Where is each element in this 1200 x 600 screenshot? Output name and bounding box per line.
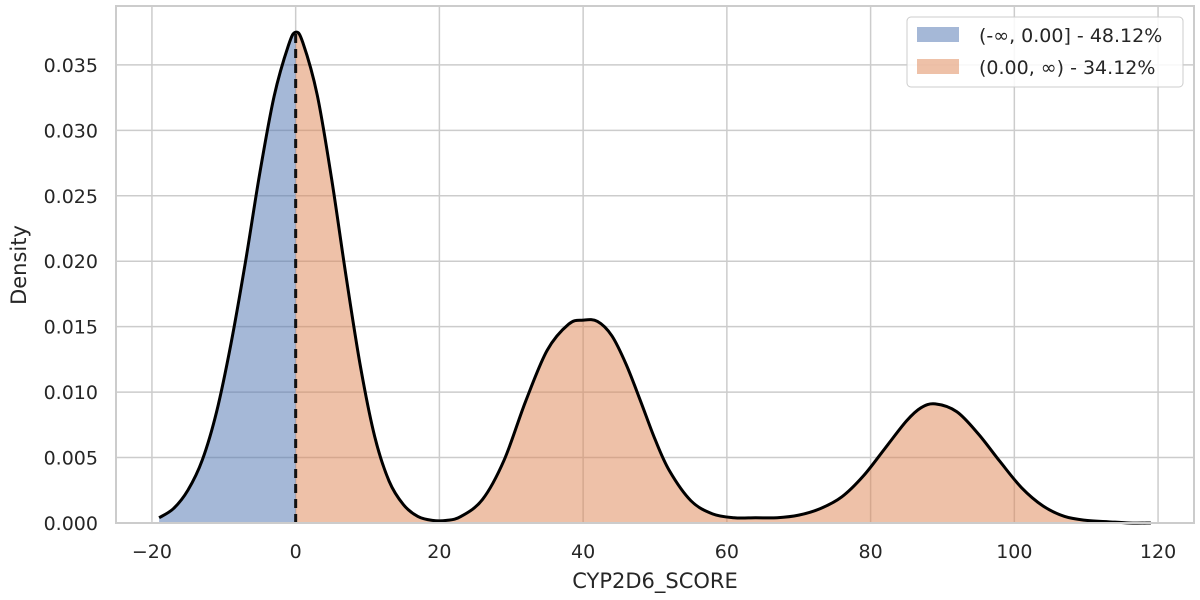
y-tick-label: 0.015 bbox=[44, 317, 98, 339]
x-tick-label: 80 bbox=[859, 541, 883, 563]
y-tick-label: 0.030 bbox=[44, 120, 98, 142]
density-curve-line bbox=[158, 30, 1151, 525]
density-areas bbox=[159, 32, 1151, 524]
legend-label-below-threshold: (-∞, 0.00] - 48.12% bbox=[979, 25, 1162, 47]
y-axis-title: Density bbox=[7, 225, 31, 305]
y-tick-label: 0.020 bbox=[44, 251, 98, 273]
x-tick-label: 0 bbox=[290, 541, 302, 563]
y-tick-label: 0.000 bbox=[44, 513, 98, 535]
x-tick-label: 20 bbox=[427, 541, 451, 563]
plot-border bbox=[115, 5, 1195, 524]
area-above-threshold bbox=[295, 32, 1151, 524]
x-tick-label: 120 bbox=[1140, 541, 1176, 563]
x-tick-label: −20 bbox=[132, 541, 172, 563]
x-tick-label: 100 bbox=[996, 541, 1032, 563]
area-below-threshold bbox=[159, 32, 296, 523]
y-tick-label: 0.005 bbox=[44, 448, 98, 470]
y-axis-ticks: 0.000 0.005 0.010 0.015 0.020 0.025 0.030 0.035 bbox=[44, 55, 98, 535]
legend-frame bbox=[906, 16, 1184, 88]
x-axis-title: CYP2D6_SCORE bbox=[572, 569, 738, 594]
legend: (-∞, 0.00] - 48.12% (0.00, ∞) - 34.12% bbox=[906, 16, 1184, 88]
y-tick-label: 0.025 bbox=[44, 186, 98, 208]
plot-frame bbox=[115, 5, 1195, 524]
y-tick-label: 0.035 bbox=[44, 55, 98, 77]
x-axis-ticks: −20 0 20 40 60 80 100 120 bbox=[132, 541, 1176, 563]
x-tick-label: 60 bbox=[715, 541, 739, 563]
density-curve bbox=[158, 30, 1151, 525]
x-tick-label: 40 bbox=[571, 541, 595, 563]
legend-swatch-above-threshold bbox=[917, 59, 959, 74]
legend-label-above-threshold: (0.00, ∞) - 34.12% bbox=[979, 57, 1155, 79]
y-tick-label: 0.010 bbox=[44, 382, 98, 404]
legend-swatch-below-threshold bbox=[917, 27, 959, 42]
